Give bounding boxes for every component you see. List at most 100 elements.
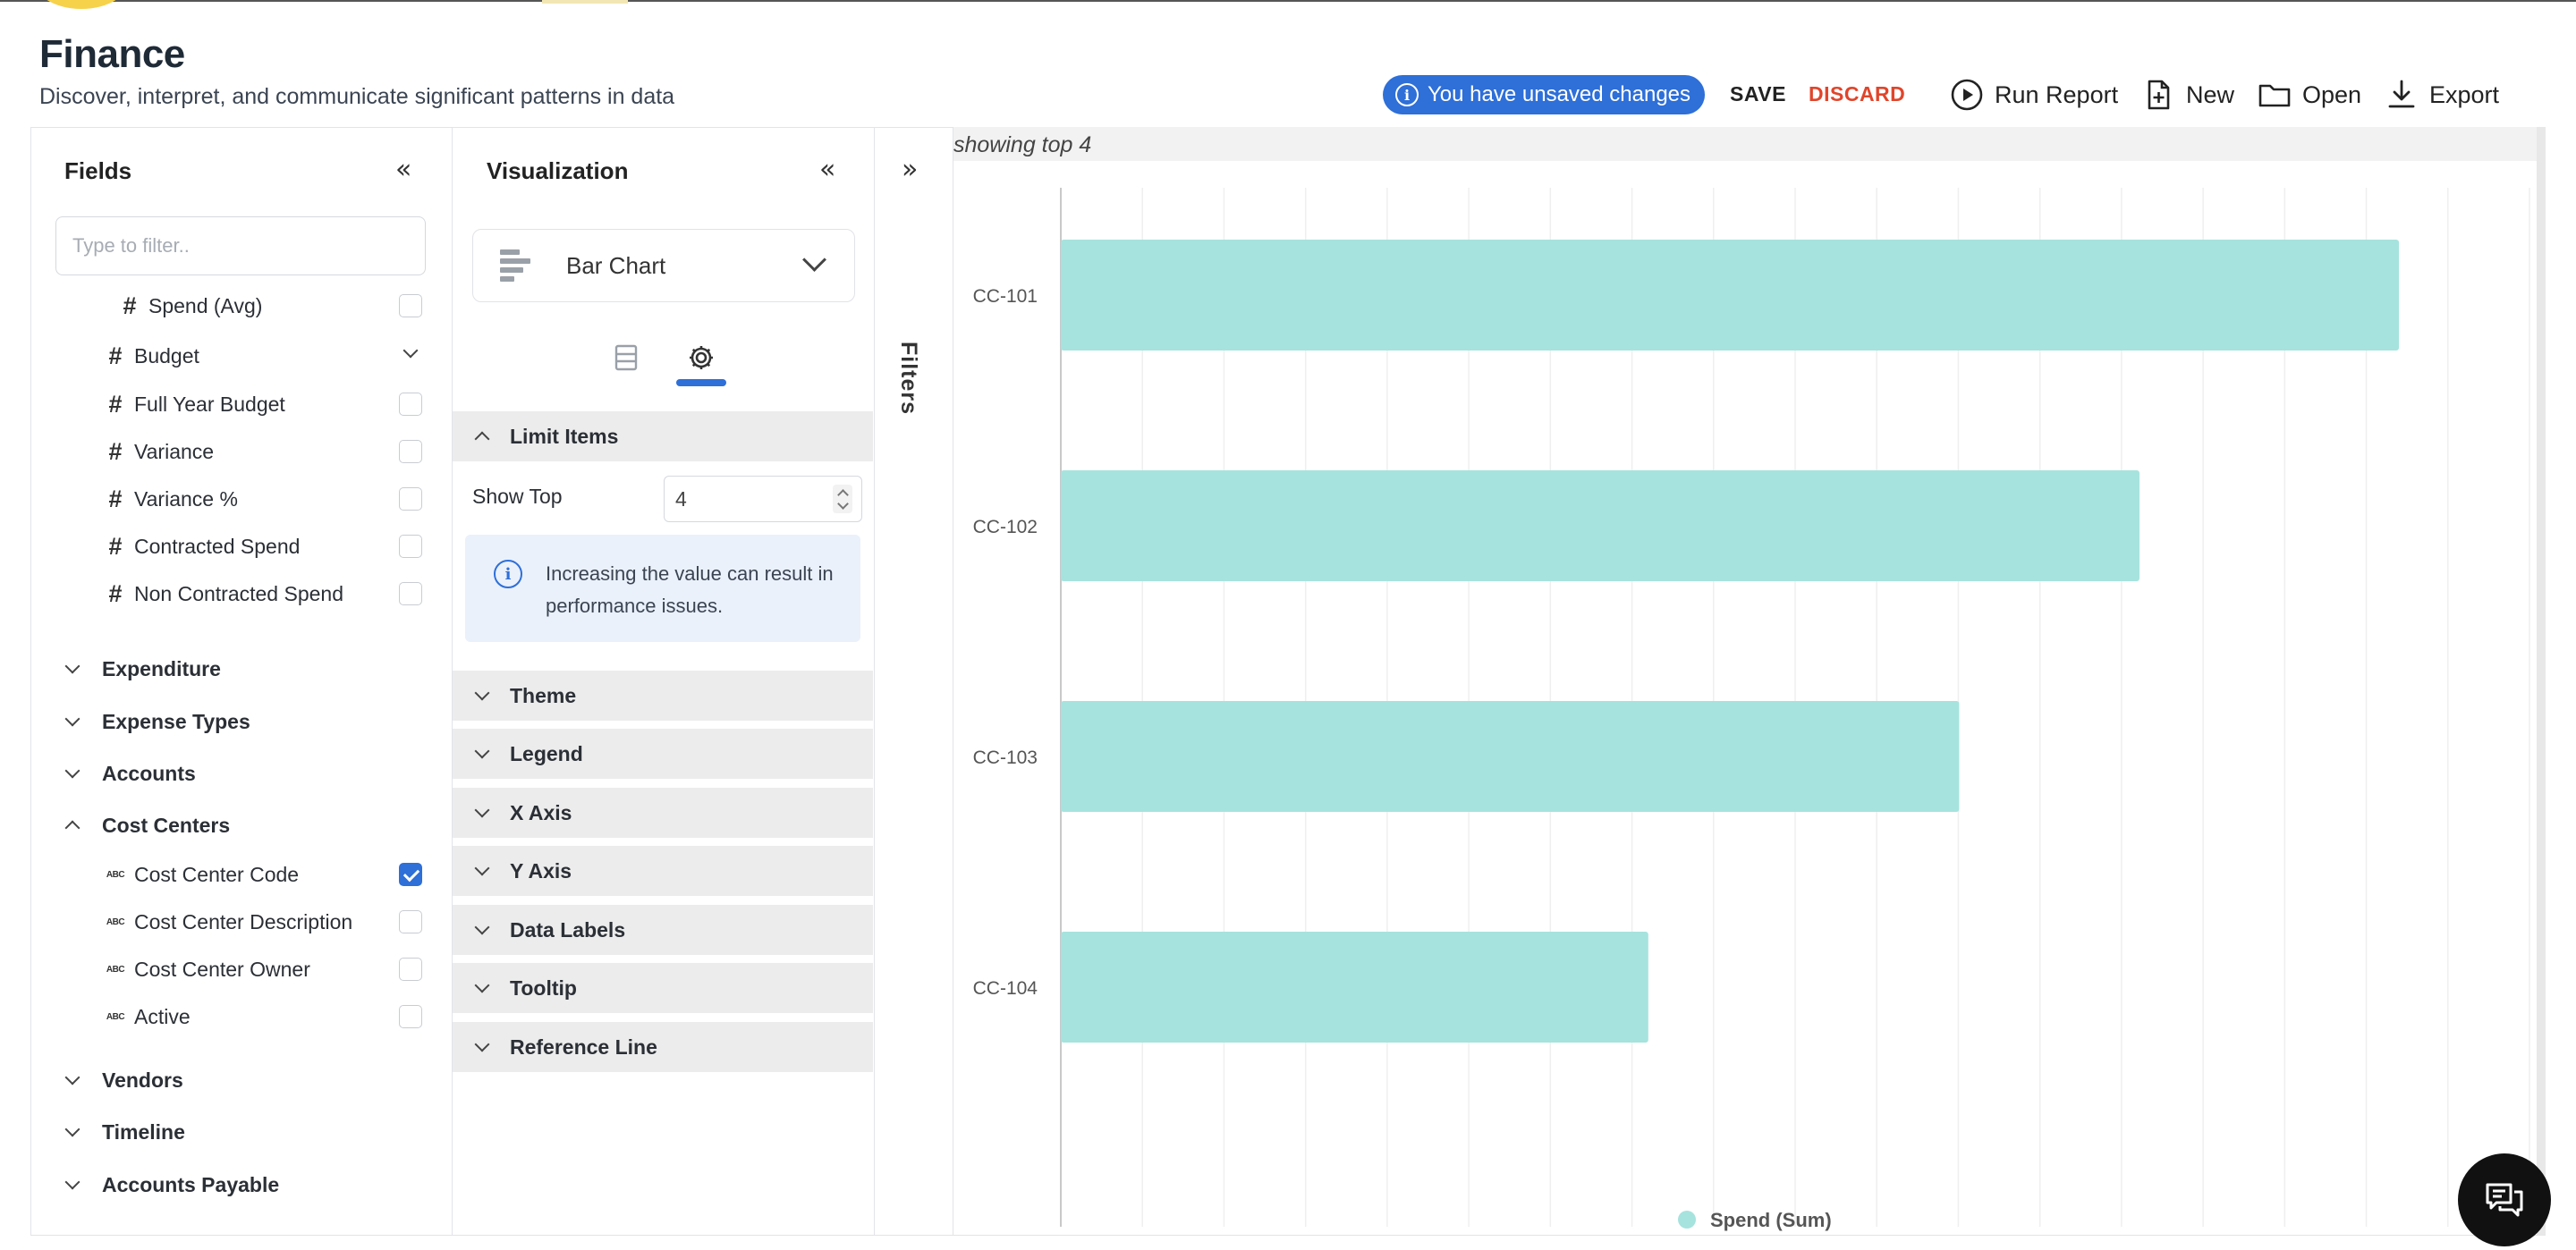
group-accounts-payable[interactable]: Accounts Payable <box>30 1167 453 1203</box>
field-variance[interactable]: # Variance <box>30 434 453 469</box>
field-checkbox[interactable] <box>399 910 422 933</box>
field-checkbox[interactable] <box>399 958 422 981</box>
legend-marker <box>1678 1211 1696 1229</box>
group-label: Vendors <box>102 1068 183 1092</box>
show-top-stepper[interactable]: 4 <box>664 476 862 522</box>
chevron-down-icon <box>472 686 492 705</box>
field-cost-center-description[interactable]: ABC Cost Center Description <box>30 904 453 940</box>
field-label: Budget <box>134 343 199 367</box>
bar <box>1061 701 1960 812</box>
section-theme[interactable]: Theme <box>453 671 873 721</box>
export-button[interactable]: Export <box>2385 77 2499 113</box>
section-label: X Axis <box>510 800 572 824</box>
field-label: Variance <box>134 439 215 463</box>
filters-panel-collapsed[interactable]: » Filters <box>875 127 953 1236</box>
field-active[interactable]: ABC Active <box>30 999 453 1035</box>
field-checkbox[interactable] <box>399 582 422 605</box>
field-group-budget[interactable]: # Budget <box>30 338 453 374</box>
page-subtitle: Discover, interpret, and communicate sig… <box>39 84 675 109</box>
run-report-button[interactable]: Run Report <box>1950 77 2118 113</box>
collapse-fields-icon[interactable]: « <box>395 154 412 185</box>
chart-area: showing top 4 CC-101CC-102CC-103CC-104$0… <box>953 127 2546 1236</box>
play-circle-icon <box>1951 79 1983 111</box>
field-checkbox[interactable] <box>399 535 422 558</box>
section-y-axis[interactable]: Y Axis <box>453 846 873 896</box>
section-limit-items[interactable]: Limit Items <box>453 411 873 461</box>
open-button[interactable]: Open <box>2258 77 2361 113</box>
field-contracted-spend[interactable]: # Contracted Spend <box>30 528 453 564</box>
chat-button[interactable] <box>2458 1153 2551 1246</box>
collapse-visualization-icon[interactable]: « <box>819 154 836 185</box>
group-vendors[interactable]: Vendors <box>30 1062 453 1098</box>
chevron-down-icon <box>472 1037 492 1057</box>
chevron-down-icon <box>63 1175 82 1195</box>
chevron-down-icon <box>472 803 492 823</box>
section-data-labels[interactable]: Data Labels <box>453 905 873 955</box>
group-label: Expense Types <box>102 709 250 733</box>
fields-panel-title: Fields <box>64 157 132 184</box>
info-text: Increasing the value can result in perfo… <box>546 562 834 617</box>
new-label: New <box>2186 80 2235 108</box>
text-field-icon: ABC <box>106 916 125 927</box>
section-x-axis[interactable]: X Axis <box>453 788 873 838</box>
page-title: Finance <box>39 32 185 76</box>
section-tooltip[interactable]: Tooltip <box>453 963 873 1013</box>
chart-type-select[interactable]: Bar Chart <box>472 229 855 302</box>
tab-data[interactable] <box>606 340 646 376</box>
group-cost-centers[interactable]: Cost Centers <box>30 807 453 843</box>
section-label: Legend <box>510 741 583 765</box>
group-expense-types[interactable]: Expense Types <box>30 704 453 739</box>
group-timeline[interactable]: Timeline <box>30 1114 453 1150</box>
unsaved-changes-badge: i You have unsaved changes <box>1383 75 1706 114</box>
tab-settings[interactable] <box>682 340 721 376</box>
chevron-down-icon <box>472 744 492 764</box>
y-tick-label: CC-104 <box>973 978 1038 999</box>
field-filter-input[interactable] <box>55 216 426 275</box>
bar <box>1061 240 2400 351</box>
save-button[interactable]: SAVE <box>1730 82 1786 106</box>
section-label: Y Axis <box>510 858 572 883</box>
field-label: Cost Center Description <box>134 909 353 933</box>
field-checkbox[interactable] <box>399 393 422 416</box>
field-checkbox-checked[interactable] <box>399 863 422 886</box>
open-label: Open <box>2302 80 2362 108</box>
new-button[interactable]: New <box>2141 77 2234 113</box>
section-legend[interactable]: Legend <box>453 729 873 779</box>
chevron-down-icon[interactable] <box>401 343 420 363</box>
numeric-field-icon: # <box>108 485 123 512</box>
visualization-panel: Visualization « Bar Chart Limit Items Sh… <box>453 127 875 1236</box>
field-spend-avg[interactable]: # Spend (Avg) <box>30 288 453 324</box>
field-cost-center-owner[interactable]: ABC Cost Center Owner <box>30 951 453 987</box>
field-label: Variance % <box>134 486 238 511</box>
unsaved-changes-text: You have unsaved changes <box>1428 82 1691 106</box>
visualization-panel-title: Visualization <box>487 157 629 184</box>
field-checkbox[interactable] <box>399 487 422 511</box>
filters-label: Filters <box>896 342 921 416</box>
field-checkbox[interactable] <box>399 440 422 463</box>
field-cost-center-code[interactable]: ABC Cost Center Code <box>30 857 453 892</box>
field-checkbox[interactable] <box>399 294 422 317</box>
field-non-contracted-spend[interactable]: # Non Contracted Spend <box>30 576 453 612</box>
legend-label: Spend (Sum) <box>1710 1209 1832 1231</box>
section-label: Limit Items <box>510 424 619 448</box>
vertical-scrollbar[interactable] <box>2537 127 2546 1236</box>
field-label: Full Year Budget <box>134 392 285 416</box>
folder-icon <box>2258 84 2291 107</box>
chart-banner: showing top 4 <box>953 127 2537 161</box>
field-checkbox[interactable] <box>399 1005 422 1028</box>
app-logo <box>32 0 131 9</box>
text-field-icon: ABC <box>106 869 125 880</box>
expand-filters-icon[interactable]: » <box>902 154 919 185</box>
numeric-field-icon: # <box>108 532 123 560</box>
stepper-arrows-icon[interactable] <box>833 485 852 513</box>
discard-button[interactable]: DISCARD <box>1809 82 1906 106</box>
chat-icon <box>2486 1183 2523 1217</box>
section-reference-line[interactable]: Reference Line <box>453 1022 873 1072</box>
numeric-field-icon: # <box>108 390 123 418</box>
group-accounts[interactable]: Accounts <box>30 756 453 791</box>
header-accent <box>542 0 628 4</box>
field-variance-pct[interactable]: # Variance % <box>30 481 453 517</box>
field-label: Contracted Spend <box>134 534 301 558</box>
field-full-year-budget[interactable]: # Full Year Budget <box>30 386 453 422</box>
group-expenditure[interactable]: Expenditure <box>30 651 453 687</box>
